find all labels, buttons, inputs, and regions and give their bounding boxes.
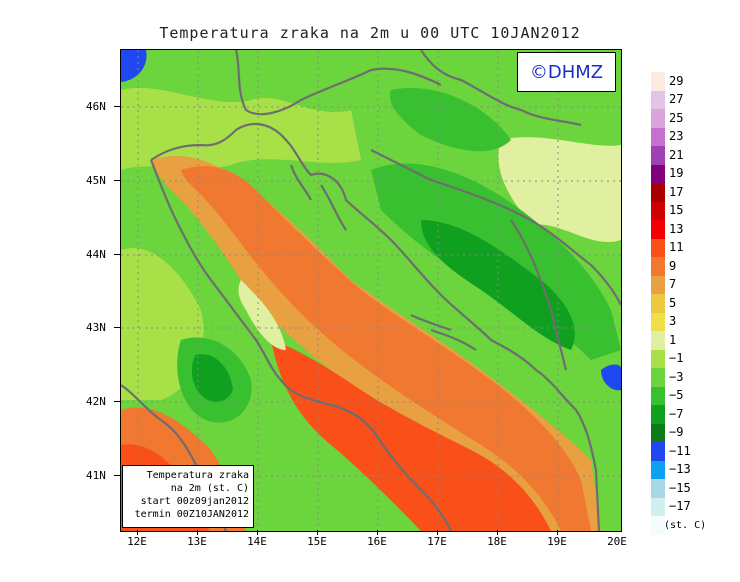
legend-swatch xyxy=(651,164,665,183)
lat-tick xyxy=(114,254,120,255)
info-box: Temperatura zraka na 2m (st. C) start 00… xyxy=(122,465,254,528)
lat-label-42n: 42N xyxy=(86,395,106,408)
legend-label: −17 xyxy=(669,499,691,513)
legend-swatch xyxy=(651,257,665,276)
legend-swatch xyxy=(651,497,665,516)
lat-tick xyxy=(114,327,120,328)
lon-tick xyxy=(437,530,438,535)
legend-label: −3 xyxy=(669,369,684,384)
legend-swatch xyxy=(651,331,665,350)
legend-label: 11 xyxy=(669,240,684,254)
legend-swatch xyxy=(651,72,665,91)
lon-tick xyxy=(557,530,558,535)
lon-tick xyxy=(137,530,138,535)
legend-swatch xyxy=(651,312,665,331)
field-zone-sea-orange xyxy=(181,166,591,531)
legend-label: −5 xyxy=(669,388,684,402)
lat-tick xyxy=(114,401,120,402)
legend-label: 23 xyxy=(669,129,684,143)
legend-swatch xyxy=(651,442,665,461)
info-line-start: start 00z09jan2012 xyxy=(140,496,249,507)
field-zone-dark-green-apennines xyxy=(191,354,233,402)
map-title: Temperatura zraka na 2m u 00 UTC 10JAN20… xyxy=(159,24,581,42)
legend-swatch xyxy=(651,516,665,535)
legend-label: 1 xyxy=(669,332,677,347)
legend-label: 21 xyxy=(669,147,684,162)
legend-label: 15 xyxy=(669,203,684,217)
legend-label: −15 xyxy=(669,480,691,495)
lat-tick xyxy=(114,475,120,476)
legend-label: 5 xyxy=(669,295,677,310)
legend-swatch xyxy=(651,183,665,202)
legend-unit: (st. C) xyxy=(664,520,707,531)
dhmz-logo: ©DHMZ xyxy=(517,52,616,92)
lat-label-44n: 44N xyxy=(86,248,106,261)
temperature-field xyxy=(121,50,621,531)
legend-label: 19 xyxy=(669,166,684,180)
legend-swatch xyxy=(651,423,665,442)
legend-label: −1 xyxy=(669,351,684,365)
legend-label: 9 xyxy=(669,258,677,273)
lon-label-18e: 18E xyxy=(487,535,507,548)
legend-label: 25 xyxy=(669,110,684,125)
lon-label-20e: 20E xyxy=(607,535,627,548)
lon-label-16e: 16E xyxy=(367,535,387,548)
legend-swatch xyxy=(651,294,665,313)
lon-tick xyxy=(497,530,498,535)
lat-label-46n: 46N xyxy=(86,100,106,113)
legend-label: 7 xyxy=(669,277,677,291)
field-zone-blue-alps xyxy=(121,50,147,82)
field-zone-green-slovenia xyxy=(390,88,511,152)
lon-label-19e: 19E xyxy=(547,535,567,548)
legend-swatch xyxy=(651,479,665,498)
lon-tick xyxy=(197,530,198,535)
lat-label-43n: 43N xyxy=(86,321,106,334)
legend-swatch xyxy=(651,275,665,294)
info-line-variable: Temperatura zraka xyxy=(146,470,249,481)
lon-label-13e: 13E xyxy=(187,535,207,548)
lon-tick xyxy=(377,530,378,535)
legend-swatch xyxy=(651,220,665,239)
legend-label: −9 xyxy=(669,425,684,439)
field-zone-pale-northeast xyxy=(498,137,621,243)
lon-label-15e: 15E xyxy=(307,535,327,548)
legend-swatch xyxy=(651,386,665,405)
legend-swatch xyxy=(651,238,665,257)
legend-label: 3 xyxy=(669,314,677,328)
lon-label-17e: 17E xyxy=(427,535,447,548)
legend-label: 17 xyxy=(669,184,684,199)
info-line-units: na 2m (st. C) xyxy=(170,483,249,494)
lat-label-45n: 45N xyxy=(86,174,106,187)
info-line-valid: termin 00Z10JAN2012 xyxy=(134,509,249,520)
temperature-map xyxy=(120,49,622,532)
legend-swatch xyxy=(651,201,665,220)
field-zone-pale-coast xyxy=(238,280,286,350)
legend-label: 29 xyxy=(669,73,684,88)
legend-swatch xyxy=(651,460,665,479)
legend-swatch xyxy=(651,109,665,128)
lon-label-12e: 12E xyxy=(127,535,147,548)
legend-swatch xyxy=(651,405,665,424)
field-zone-sea-warm-south xyxy=(271,340,551,531)
lon-label-14e: 14E xyxy=(247,535,267,548)
legend-label: −11 xyxy=(669,443,691,458)
field-zone-light-green-north xyxy=(121,87,361,170)
legend-label: 13 xyxy=(669,221,684,236)
legend-label: −7 xyxy=(669,406,684,421)
lat-label-41n: 41N xyxy=(86,469,106,482)
lat-tick xyxy=(114,180,120,181)
legend-label: −13 xyxy=(669,462,691,476)
legend-swatch xyxy=(651,349,665,368)
field-zone-blue-east xyxy=(601,364,621,391)
legend-swatch xyxy=(651,146,665,165)
legend-swatch xyxy=(651,127,665,146)
lat-tick xyxy=(114,106,120,107)
lon-tick xyxy=(317,530,318,535)
legend-swatch xyxy=(651,90,665,109)
legend-swatch xyxy=(651,368,665,387)
legend-label: 27 xyxy=(669,92,684,106)
lon-tick xyxy=(257,530,258,535)
